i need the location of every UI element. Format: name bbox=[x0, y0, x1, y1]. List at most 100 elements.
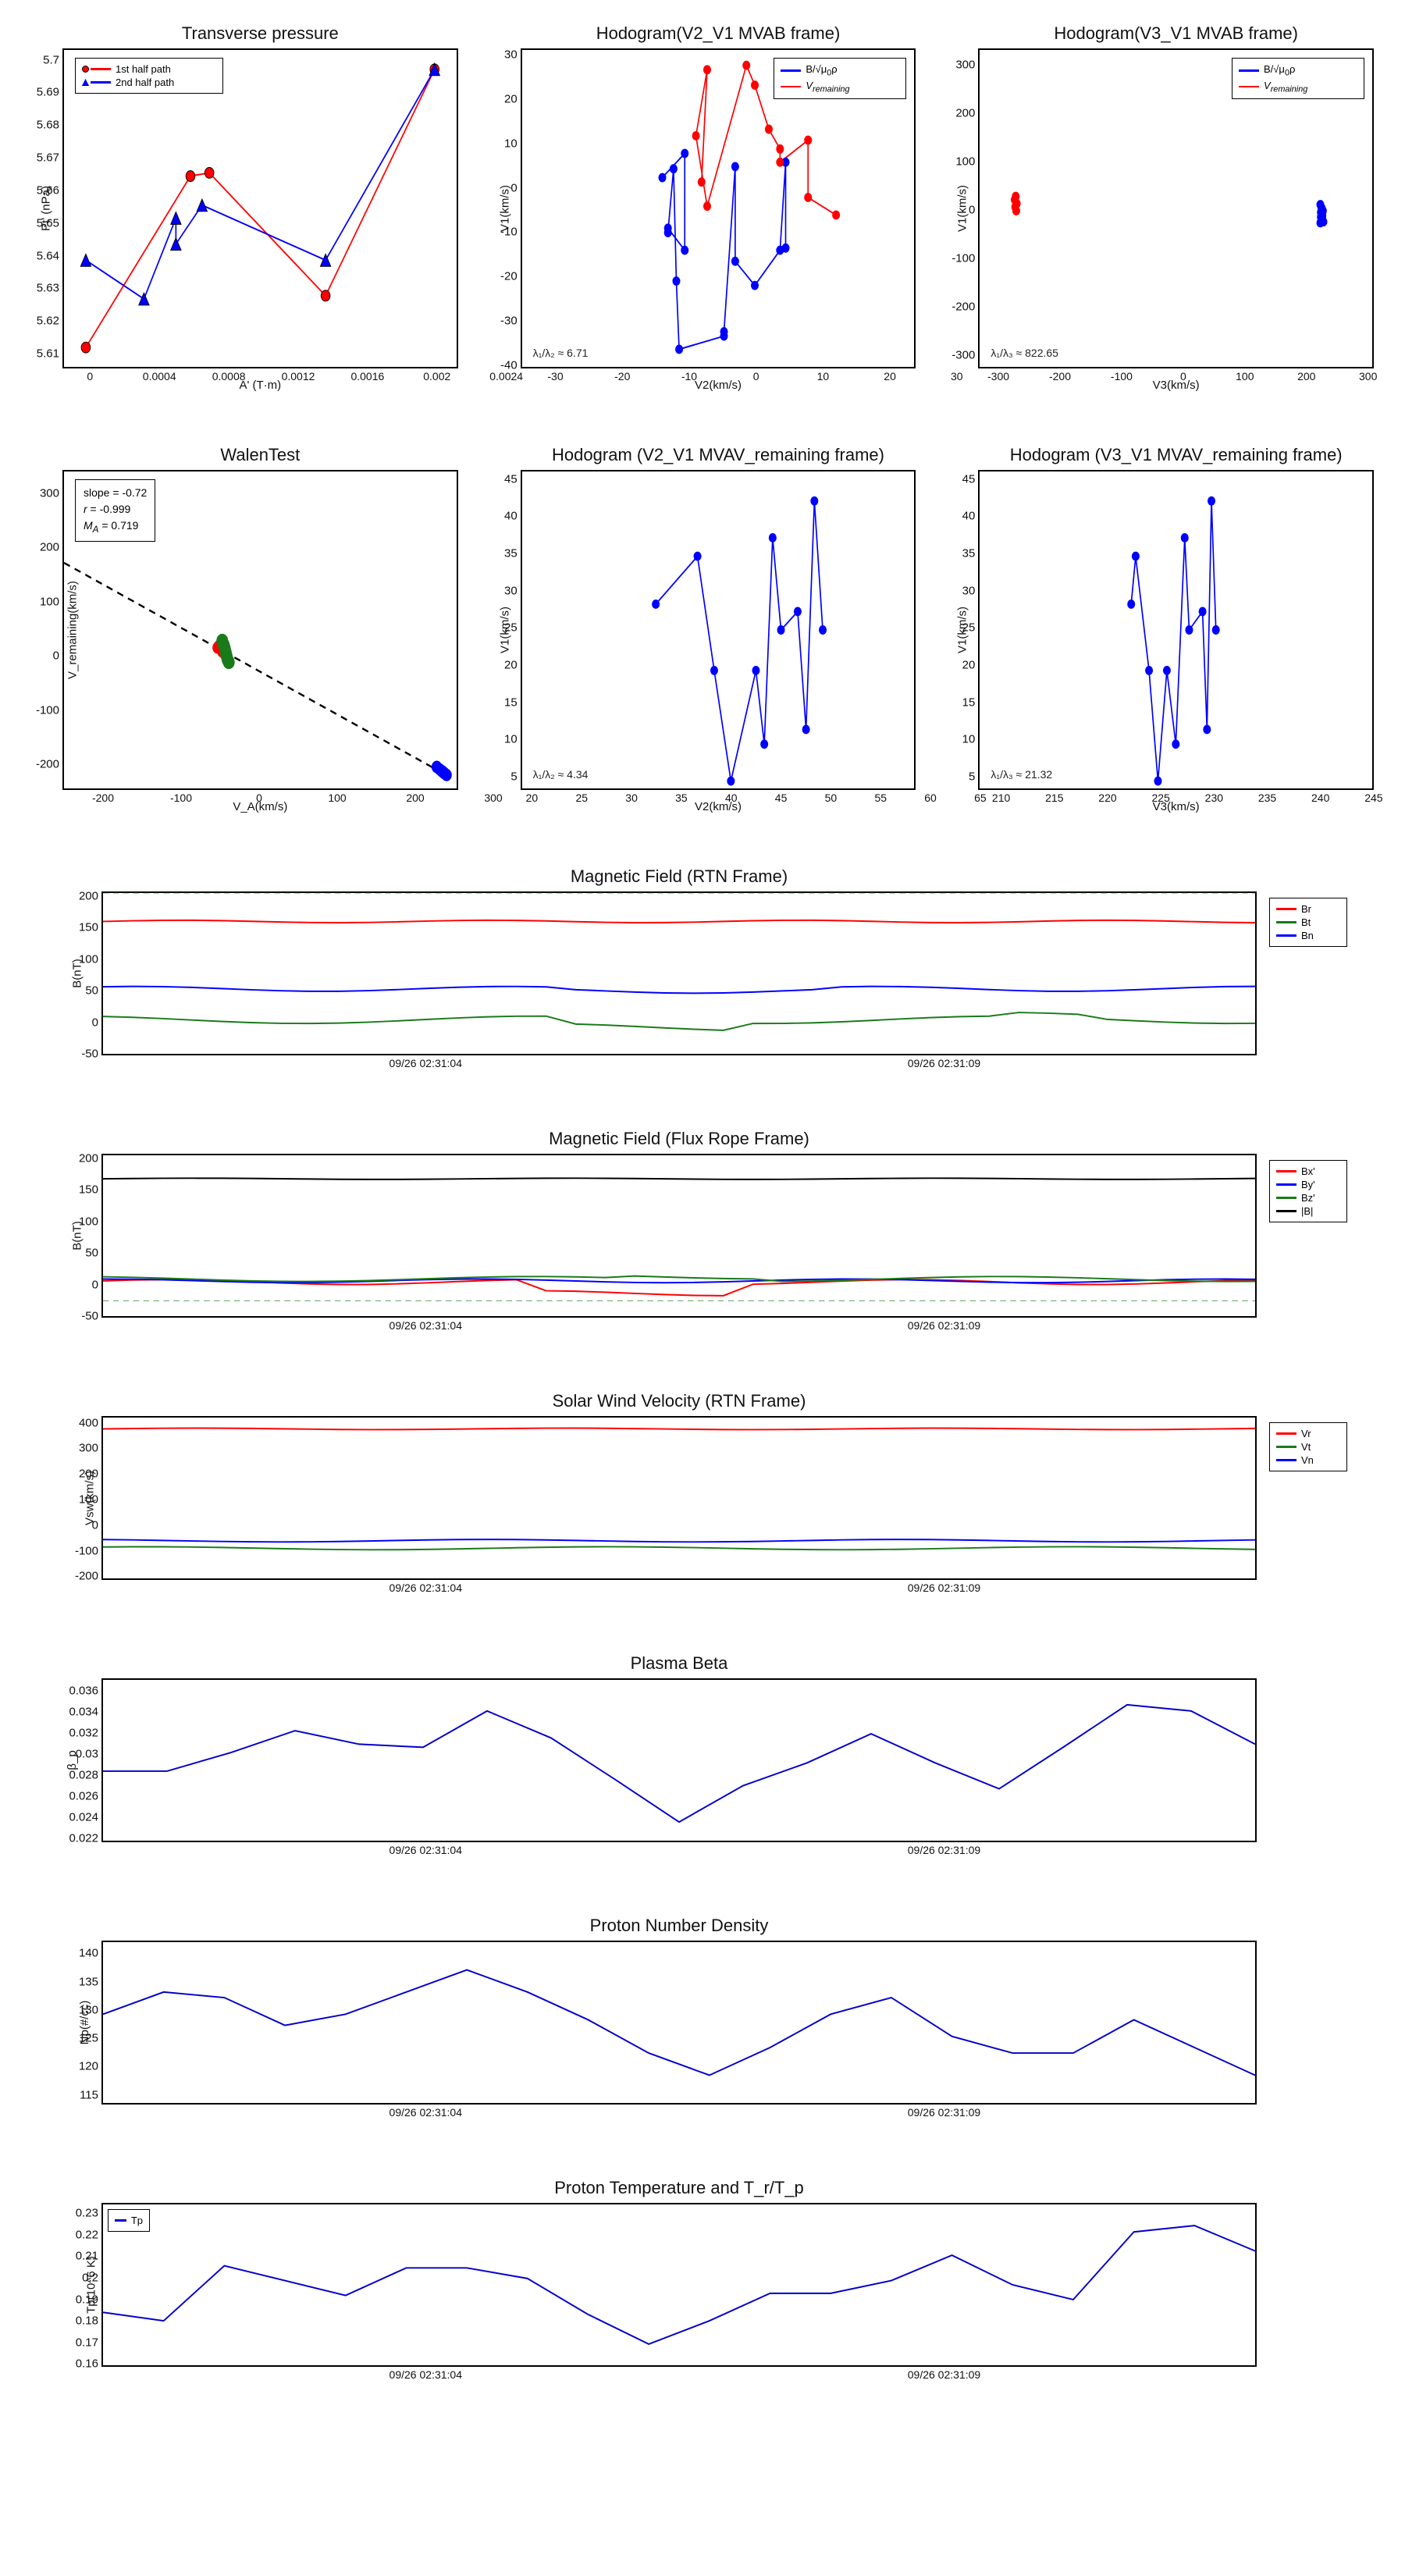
ytick-label: -100 bbox=[951, 252, 980, 265]
ytick-label: -50 bbox=[81, 1047, 103, 1060]
ytick-label: 150 bbox=[79, 921, 103, 934]
ytick-label: -20 bbox=[500, 270, 522, 283]
xtick-label: 100 bbox=[328, 788, 346, 804]
ytick-label: 0 bbox=[53, 649, 64, 663]
ytick-label: 400 bbox=[79, 1416, 103, 1429]
xtick-label: 25 bbox=[575, 788, 588, 804]
xtick-label: 45 bbox=[775, 788, 788, 804]
magnetic-field-rtn-box: Br Bt Bn B(nT) -50 0 50 100 150 200 09/26 02:… bbox=[101, 891, 1257, 1055]
xtick-label: 100 bbox=[1236, 367, 1254, 382]
ytick-label: 5.68 bbox=[37, 119, 64, 132]
ytick-label: 5.69 bbox=[37, 86, 64, 99]
hodogram-v2v1-mvab-legend: B/√μ0ρ Vremaining bbox=[774, 58, 906, 99]
magnetic-field-rtn-panel: Magnetic Field (RTN Frame) Br Bt Bn B(nT… bbox=[47, 866, 1358, 1101]
ytick-label: 40 bbox=[504, 510, 522, 523]
hodogram-v3v1-mvav-panel: Hodogram (V3_V1 MVAV_remaining frame) λ₁… bbox=[931, 437, 1389, 859]
solar-wind-velocity-box: Vr Vt Vn Vsw(km/s) -200 -100 0 100 200 300 400… bbox=[101, 1416, 1257, 1580]
ytick-label: 0.024 bbox=[69, 1811, 103, 1824]
hodogram-v3v1-mvab-blue-markers bbox=[1317, 200, 1328, 227]
ytick-label: 0 bbox=[510, 181, 521, 194]
ytick-label: 25 bbox=[504, 621, 522, 635]
hodogram-v3v1-mvav-blue-line bbox=[1132, 501, 1217, 781]
ytick-label: 100 bbox=[40, 595, 64, 608]
ytick-label: 115 bbox=[80, 2088, 103, 2101]
ytick-label: 50 bbox=[85, 984, 103, 998]
ytick-label: 200 bbox=[79, 1468, 103, 1481]
xtick-label: 10 bbox=[817, 367, 830, 382]
xtick-label: 240 bbox=[1311, 788, 1329, 804]
xtick-label: 200 bbox=[406, 788, 424, 804]
hodogram-v3v1-mvav-plotbox: λ₁/λ₃ ≈ 21.32 V1(km/s) V3(km/s) 5 10 15 20 2… bbox=[978, 470, 1374, 790]
ytick-label: 150 bbox=[79, 1183, 103, 1197]
walen-test-dashed-line bbox=[64, 563, 443, 774]
ytick-label: -200 bbox=[75, 1570, 103, 1583]
ytick-label: 20 bbox=[962, 658, 980, 671]
plasma-beta-title: Plasma Beta bbox=[101, 1653, 1257, 1674]
plasma-beta-panel: Plasma Beta β_p 0.022 0.024 0.026 0.028 0.03… bbox=[47, 1653, 1358, 1888]
solar-wind-velocity-title: Solar Wind Velocity (RTN Frame) bbox=[101, 1391, 1257, 1411]
ytick-label: -300 bbox=[951, 349, 980, 362]
xtick-label: -100 bbox=[170, 788, 192, 804]
mf-rtn-br-line bbox=[103, 920, 1255, 923]
ytick-label: 130 bbox=[79, 2003, 103, 2016]
ytick-label: 0.23 bbox=[76, 2207, 103, 2220]
ytick-label: 125 bbox=[79, 2032, 103, 2045]
transverse-pressure-title: Transverse pressure bbox=[62, 23, 458, 44]
hodogram-v3v1-mvav-title: Hodogram (V3_V1 MVAV_remaining frame) bbox=[978, 445, 1374, 465]
hodogram-v2v1-mvab-blue-line bbox=[662, 154, 785, 350]
xtick-label: 20 bbox=[884, 367, 896, 382]
ytick-label: 5.63 bbox=[37, 282, 64, 295]
walen-test-blue-markers bbox=[432, 761, 452, 781]
magnetic-field-rtn-legend: Br Bt Bn bbox=[1269, 898, 1347, 947]
ytick-label: 0 bbox=[92, 1016, 103, 1029]
ytick-label: 10 bbox=[962, 733, 980, 746]
xtick-label: 20 bbox=[526, 788, 539, 804]
sw-vn-line bbox=[103, 1539, 1255, 1542]
magnetic-field-fr-legend: Bx' By' Bz' |B| bbox=[1269, 1160, 1347, 1222]
solar-wind-velocity-legend: Vr Vt Vn bbox=[1269, 1422, 1347, 1471]
ytick-label: 10 bbox=[504, 137, 522, 150]
plasma-beta-box: β_p 0.022 0.024 0.026 0.028 0.03 0.032 0.034 0.… bbox=[101, 1678, 1257, 1842]
ytick-label: 10 bbox=[504, 733, 522, 746]
ytick-label: 5.67 bbox=[37, 151, 64, 165]
ytick-label: 300 bbox=[955, 58, 980, 71]
xtick-label: 0 bbox=[753, 367, 759, 382]
ytick-label: 300 bbox=[40, 486, 64, 500]
ytick-label: 0.16 bbox=[76, 2357, 103, 2371]
ytick-label: 120 bbox=[79, 2060, 103, 2073]
ytick-label: 30 bbox=[504, 584, 522, 597]
solar-wind-velocity-panel: Solar Wind Velocity (RTN Frame) Vr Vt Vn… bbox=[47, 1391, 1358, 1625]
hodogram-v3v1-mvab-plotbox: B/√μ0ρ Vremaining λ₁/λ₃ ≈ 822.65 V1(km/s… bbox=[978, 48, 1374, 368]
xtick-label: 230 bbox=[1205, 788, 1223, 804]
xtick-label: 0.0008 bbox=[212, 367, 246, 382]
xtick-label: -20 bbox=[614, 367, 630, 382]
magnetic-field-fr-box: Bx' By' Bz' |B| B(nT) -50 0 50 100 150 200 09… bbox=[101, 1154, 1257, 1318]
proton-density-title: Proton Number Density bbox=[101, 1916, 1257, 1936]
xtick-label: 210 bbox=[992, 788, 1010, 804]
hodogram-v3v1-mvab-title: Hodogram(V3_V1 MVAB frame) bbox=[978, 23, 1374, 44]
ytick-label: 50 bbox=[85, 1247, 103, 1260]
proton-temperature-title: Proton Temperature and T_r/T_p bbox=[101, 2178, 1257, 2198]
hodogram-v3v1-mvab-legend: B/√μ0ρ Vremaining bbox=[1232, 58, 1364, 99]
transverse-pressure-legend: 1st half path 2nd half path bbox=[75, 58, 223, 94]
ytick-label: 15 bbox=[504, 696, 522, 709]
ytick-label: 30 bbox=[962, 584, 980, 597]
xtick-label: 35 bbox=[675, 788, 688, 804]
ytick-label: 0.022 bbox=[69, 1832, 103, 1845]
ytick-label: 5.7 bbox=[43, 53, 64, 66]
xtick-label: -100 bbox=[1111, 367, 1133, 382]
xtick-label: 220 bbox=[1098, 788, 1116, 804]
transverse-pressure-series2-line bbox=[86, 69, 435, 299]
ytick-label: 0.19 bbox=[76, 2293, 103, 2306]
plasma-beta-line bbox=[103, 1705, 1255, 1822]
ytick-label: -200 bbox=[36, 758, 64, 771]
ytick-label: -200 bbox=[951, 301, 980, 314]
magnetic-field-rtn-title: Magnetic Field (RTN Frame) bbox=[101, 866, 1257, 887]
xtick-label: 235 bbox=[1258, 788, 1276, 804]
hodogram-v2v1-mvav-title: Hodogram (V2_V1 MVAV_remaining frame) bbox=[521, 445, 916, 465]
hodogram-v3v1-mvav-blue-markers bbox=[1128, 496, 1221, 786]
ytick-label: 0.17 bbox=[76, 2336, 103, 2349]
hodogram-v2v1-mvab-title: Hodogram(V2_V1 MVAB frame) bbox=[521, 23, 916, 44]
ytick-label: 45 bbox=[962, 472, 980, 486]
ytick-label: 100 bbox=[79, 1215, 103, 1228]
